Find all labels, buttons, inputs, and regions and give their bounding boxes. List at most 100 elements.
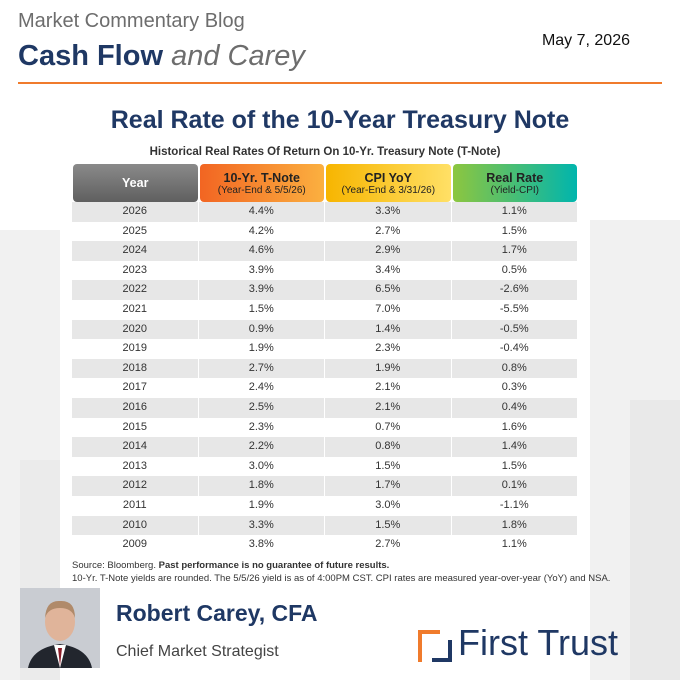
- brand: Cash Flow and Carey: [18, 40, 305, 73]
- table-cell: 1.5%: [325, 515, 452, 536]
- table-row: 2015 2.3% 0.7% 1.6%: [72, 417, 578, 438]
- table-cell: 3.9%: [199, 280, 325, 300]
- table-cell: 2021: [72, 299, 199, 320]
- table-cell: 7.0%: [325, 299, 452, 320]
- table-cell: 4.2%: [199, 221, 325, 242]
- table-cell: 3.8%: [199, 535, 325, 555]
- table-cell: -1.1%: [452, 495, 578, 516]
- table-row: 2016 2.5% 2.1% 0.4%: [72, 397, 578, 418]
- logo-mark: [418, 630, 452, 662]
- table-cell: 2.4%: [199, 378, 325, 398]
- table-cell: 0.9%: [199, 319, 325, 340]
- table-row: 2014 2.2% 0.8% 1.4%: [72, 437, 578, 457]
- disclaimer: Past performance is no guarantee of futu…: [158, 560, 390, 571]
- table-cell: 1.7%: [452, 241, 578, 261]
- table-cell: 1.4%: [452, 437, 578, 457]
- table-cell: 1.5%: [199, 299, 325, 320]
- table-cell: 1.9%: [325, 358, 452, 379]
- table-body: 2026 4.4% 3.3% 1.1% 2025 4.2% 2.7% 1.5% 2024 4.6%…: [72, 202, 578, 555]
- table-cell: 2.1%: [325, 397, 452, 418]
- table-cell: 2025: [72, 221, 199, 242]
- column-title: Real Rate: [486, 170, 544, 185]
- column-subtitle: (Year-End & 5/5/26): [217, 184, 306, 196]
- table-row: 2021 1.5% 7.0% -5.5%: [72, 299, 578, 320]
- column-title: CPI YoY: [364, 170, 412, 185]
- table-row: 2018 2.7% 1.9% 0.8%: [72, 358, 578, 379]
- table-cell: 0.5%: [452, 260, 578, 281]
- table-cell: 1.4%: [325, 319, 452, 340]
- table-cell: 2018: [72, 358, 199, 379]
- column-header: Year: [73, 164, 198, 202]
- table-cell: 2024: [72, 241, 199, 261]
- table-caption: Historical Real Rates Of Return On 10-Yr…: [72, 142, 578, 162]
- table-cell: 2015: [72, 417, 199, 438]
- header-row: Year 10-Yr. T-Note (Year-End & 5/5/26) CPI …: [72, 164, 578, 202]
- table-cell: 1.5%: [325, 456, 452, 477]
- table-cell: 2.3%: [199, 417, 325, 438]
- table-cell: 2011: [72, 495, 199, 516]
- table-cell: 2013: [72, 456, 199, 477]
- table-cell: 3.9%: [199, 260, 325, 281]
- title: Real Rate of the 10-Year Treasury Note: [110, 106, 570, 134]
- table-cell: -5.5%: [452, 299, 578, 320]
- table-cell: 2.5%: [199, 397, 325, 418]
- table-cell: 2.7%: [199, 358, 325, 379]
- column-title: 10-Yr. T-Note: [223, 170, 300, 185]
- table-cell: 2.3%: [325, 339, 452, 359]
- table-cell: 2.7%: [325, 221, 452, 242]
- table-cell: 1.9%: [199, 339, 325, 359]
- table-cell: -0.5%: [452, 319, 578, 340]
- table-cell: 2020: [72, 319, 199, 340]
- column-subtitle: (Year-End & 3/31/26): [341, 184, 436, 196]
- author-name: Robert Carey, CFA: [116, 600, 318, 626]
- table-cell: -0.4%: [452, 339, 578, 359]
- author-role: Chief Market Strategist: [116, 643, 279, 660]
- table-cell: 0.7%: [325, 417, 452, 438]
- source: Source: Bloomberg.: [72, 560, 156, 571]
- table-cell: 0.4%: [452, 397, 578, 418]
- column-header: CPI YoY (Year-End & 3/31/26): [326, 164, 451, 202]
- table-row: 2009 3.8% 2.7% 1.1%: [72, 535, 578, 555]
- table-cell: 1.5%: [452, 221, 578, 242]
- brand-main: Cash Flow: [18, 40, 164, 72]
- table-cell: 2023: [72, 260, 199, 281]
- table-cell: 0.8%: [325, 437, 452, 457]
- table-cell: 4.6%: [199, 241, 325, 261]
- table-cell: 2014: [72, 437, 199, 457]
- footnote-note: 10-Yr. T-Note yields are rounded. The 5/…: [72, 573, 611, 584]
- table-cell: 3.3%: [199, 515, 325, 536]
- brand-tail: and Carey: [171, 40, 305, 72]
- table-row: 2013 3.0% 1.5% 1.5%: [72, 456, 578, 477]
- table-cell: 0.3%: [452, 378, 578, 398]
- table-cell: 2019: [72, 339, 199, 359]
- table-cell: 3.4%: [325, 260, 452, 281]
- table-cell: 1.8%: [199, 476, 325, 496]
- table-cell: 2.9%: [325, 241, 452, 261]
- column-header: 10-Yr. T-Note (Year-End & 5/5/26): [199, 164, 324, 202]
- table-cell: 1.9%: [199, 495, 325, 516]
- table-cell: 2016: [72, 397, 199, 418]
- table-row: 2023 3.9% 3.4% 0.5%: [72, 260, 578, 281]
- table-row: 2020 0.9% 1.4% -0.5%: [72, 319, 578, 340]
- column-title: Year: [122, 176, 149, 190]
- table-cell: 2012: [72, 476, 199, 496]
- table-cell: 1.1%: [452, 535, 578, 555]
- table-cell: 1.6%: [452, 417, 578, 438]
- table-row: 2017 2.4% 2.1% 0.3%: [72, 378, 578, 398]
- table-cell: 2017: [72, 378, 199, 398]
- table-row: 2026 4.4% 3.3% 1.1%: [72, 202, 578, 222]
- table-row: 2012 1.8% 1.7% 0.1%: [72, 476, 578, 496]
- table-cell: -2.6%: [452, 280, 578, 300]
- column-header: Real Rate (Yield-CPI): [452, 164, 577, 202]
- table-cell: 1.1%: [452, 202, 578, 222]
- column-subtitle: (Yield-CPI): [490, 184, 540, 196]
- table-cell: 3.3%: [325, 202, 452, 222]
- table-row: 2019 1.9% 2.3% -0.4%: [72, 339, 578, 359]
- table-cell: 0.1%: [452, 476, 578, 496]
- logo-text: First Trust: [458, 622, 618, 663]
- table-row: 2011 1.9% 3.0% -1.1%: [72, 495, 578, 516]
- table-cell: 2010: [72, 515, 199, 536]
- table-cell: 2009: [72, 535, 199, 555]
